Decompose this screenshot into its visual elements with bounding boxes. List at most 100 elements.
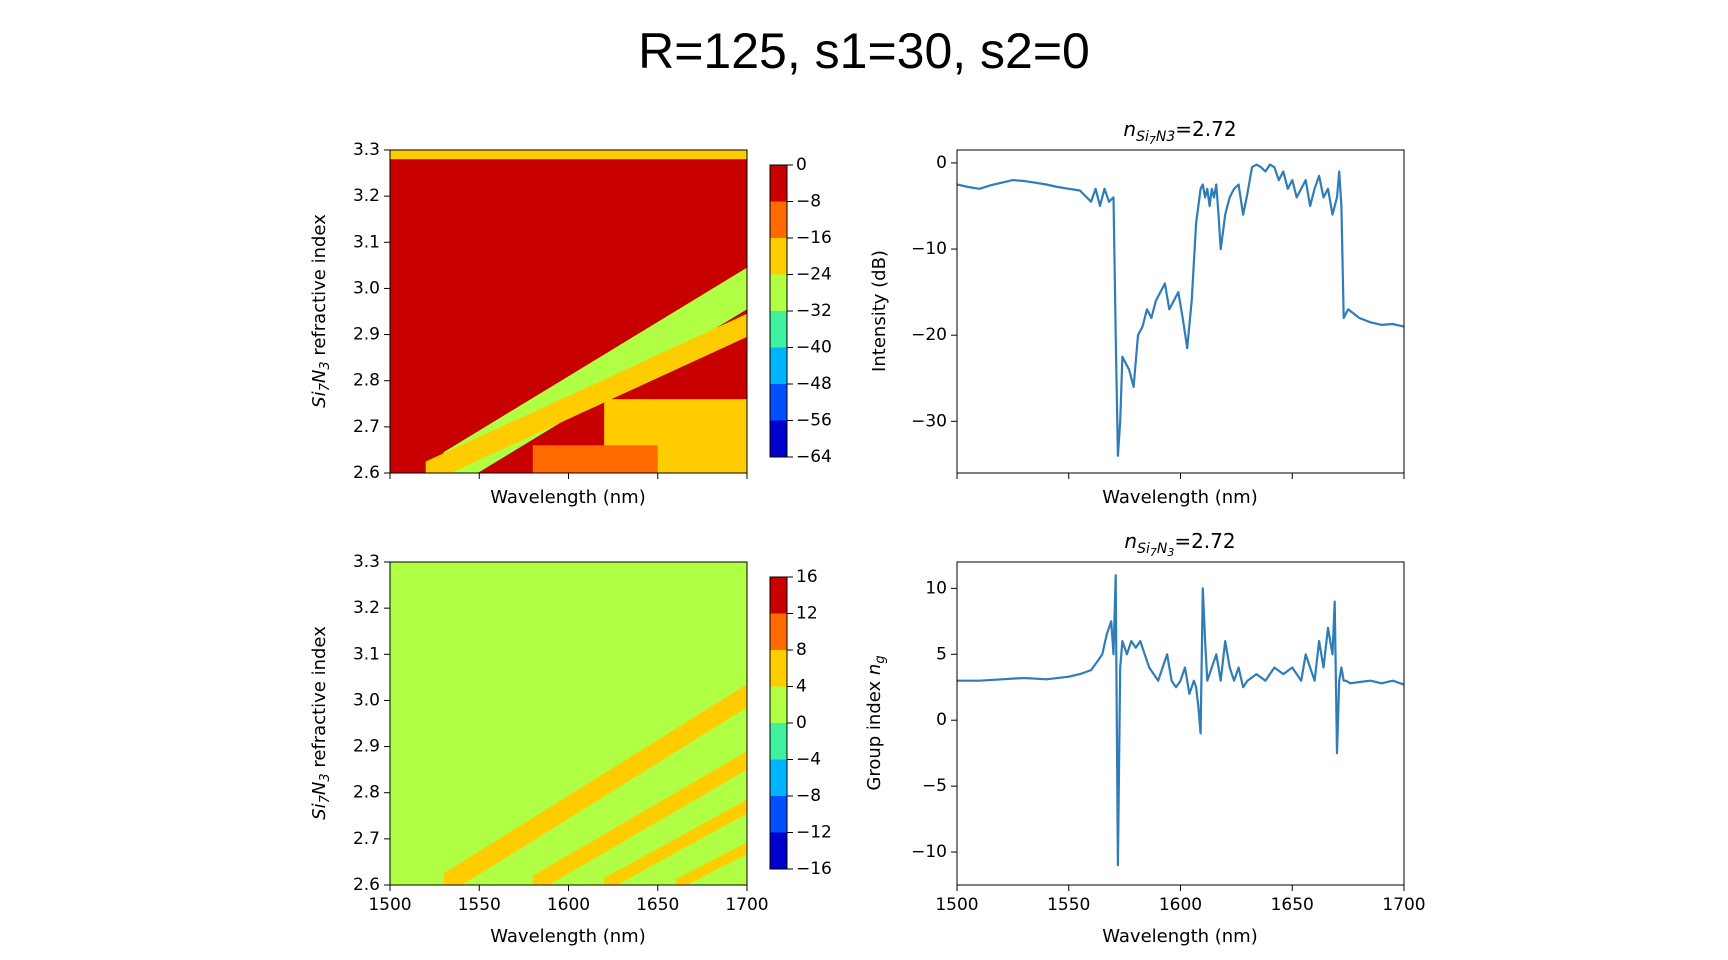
group-index-heatmap-xlabel: Wavelength (nm) <box>490 926 646 947</box>
y-tick-label: 2.7 <box>353 417 380 437</box>
x-tick-label: 1550 <box>458 895 501 915</box>
colorbar-tick-label: −56 <box>796 411 832 431</box>
heatmap-region <box>532 445 658 473</box>
colorbar-tick-label: −32 <box>796 301 832 321</box>
group-index-heatmap-panel: 2.6 2.7 2.8 2.9 3.0 3.1 3.2 3.3 1500 1550 1600 165… <box>309 552 832 947</box>
title-sub3: N <box>1157 541 1168 557</box>
heatmap-band <box>675 842 747 885</box>
group-index-ylabel: Group index ng <box>864 655 888 790</box>
colorbar-tick-label: −48 <box>796 374 832 394</box>
heatmap-band <box>532 751 747 885</box>
colorbar-tick-label: −12 <box>796 823 832 843</box>
colorbar-tick-label: 8 <box>796 640 807 660</box>
colorbar-tick-label: −24 <box>796 265 832 285</box>
title-sub2: 7 <box>1150 546 1157 559</box>
y-tick-label: 3.3 <box>353 140 380 160</box>
y-tick-label: 2.8 <box>353 783 380 803</box>
title-n: n <box>1124 529 1137 553</box>
colorbar-segment <box>770 347 787 385</box>
x-tick-label: 1500 <box>935 895 978 915</box>
title-sub3: N3 <box>1156 129 1175 145</box>
colorbar-segment <box>770 613 787 651</box>
intensity-plot-title: nSi7N3=2.72 <box>1123 117 1236 147</box>
heatmap-band <box>443 684 747 885</box>
x-tick-label: 1600 <box>1159 895 1202 915</box>
colorbar-segment <box>770 311 787 348</box>
colorbar-tick-label: −40 <box>796 338 832 358</box>
x-tick-label: 1650 <box>636 895 679 915</box>
y-tick-label: 5 <box>936 644 947 664</box>
colorbar-segment <box>770 759 787 797</box>
y-tick-label: 2.6 <box>353 875 380 895</box>
group-index-plot-title: nSi7N3=2.72 <box>1124 529 1235 559</box>
y-tick-label: 3.0 <box>353 278 380 298</box>
colorbar-tick-label: 0 <box>796 155 807 175</box>
title-value: =2.72 <box>1175 117 1236 141</box>
intensity-line-panel: 0 −10 −20 −30 nSi7N3=2.72 Wavelength (nm) I… <box>869 117 1405 508</box>
colorbar-tick-label: −16 <box>796 228 832 248</box>
y-tick-label: 2.7 <box>353 829 380 849</box>
title-sub4: 3 <box>1167 546 1174 559</box>
y-tick-label: 3.0 <box>353 690 380 710</box>
x-tick-label: 1550 <box>1047 895 1090 915</box>
y-tick-label: 2.9 <box>353 325 380 345</box>
title-value: =2.72 <box>1174 529 1235 553</box>
group-index-heatmap-x-ticks: 1500 1550 1600 1650 1700 <box>368 885 769 915</box>
colorbar-tick-label: 4 <box>796 677 807 697</box>
colorbar-segment <box>770 686 787 724</box>
y-tick-label: −10 <box>911 239 947 259</box>
group-index-line-panel: 10 5 0 −5 −10 1500 1550 1600 1650 1700 nSi7N3=2.… <box>864 529 1426 947</box>
group-index-x-ticks: 1500 1550 1600 1650 1700 <box>935 885 1426 915</box>
intensity-y-ticks: 0 −10 −20 −30 <box>911 153 957 431</box>
x-tick-label: 1650 <box>1271 895 1314 915</box>
intensity-xlabel: Wavelength (nm) <box>1102 487 1258 508</box>
data-series-line <box>957 163 1404 457</box>
colorbar-tick-label: −4 <box>796 750 821 770</box>
colorbar-tick-label: −16 <box>796 859 832 879</box>
transmission-heatmap-area <box>390 150 747 473</box>
intensity-plot-area <box>957 163 1404 457</box>
colorbar-segment <box>770 420 787 458</box>
colorbar-segment <box>770 832 787 870</box>
intensity-ylabel: Intensity (dB) <box>869 250 890 372</box>
y-tick-label: −10 <box>911 842 947 862</box>
colorbar-segment <box>770 274 787 312</box>
colorbar-tick-label: 12 <box>796 604 818 624</box>
y-tick-label: 2.9 <box>353 737 380 757</box>
group-index-heatmap-ylabel: Si7N3 refractive index <box>309 626 333 820</box>
colorbar-segment <box>770 384 787 421</box>
colorbar-segment <box>770 238 787 275</box>
colorbar-tick-label: 16 <box>796 567 818 587</box>
intensity-x-ticks <box>956 473 1405 479</box>
y-tick-label: −30 <box>911 411 947 431</box>
colorbar-segment <box>770 650 787 687</box>
group-index-colorbar: 16 12 8 4 0 −4 −8 −12 −16 <box>769 567 832 879</box>
heatmap-band <box>425 313 747 473</box>
title-sub: Si <box>1137 541 1150 557</box>
title-sub2: 7 <box>1149 134 1156 147</box>
colorbar-tick-label: −64 <box>796 447 832 467</box>
y-tick-label: −5 <box>922 776 947 796</box>
x-tick-label: 1700 <box>1382 895 1425 915</box>
figure-title: R=125, s1=30, s2=0 <box>638 23 1090 79</box>
colorbar-segment <box>770 165 787 202</box>
transmission-heatmap-xlabel: Wavelength (nm) <box>490 487 646 508</box>
y-tick-label: −20 <box>911 325 947 345</box>
y-tick-label: 3.1 <box>353 232 380 252</box>
colorbar-segment <box>770 723 787 760</box>
y-tick-label: 10 <box>925 578 947 598</box>
title-n: n <box>1123 117 1136 141</box>
y-tick-label: 0 <box>936 153 947 173</box>
heatmap-band <box>604 799 747 885</box>
transmission-colorbar: 0 −8 −16 −24 −32 −40 −48 −56 −64 <box>769 155 832 467</box>
group-index-heatmap-y-ticks: 2.6 2.7 2.8 2.9 3.0 3.1 3.2 3.3 <box>353 552 390 895</box>
x-tick-label: 1700 <box>725 895 768 915</box>
colorbar-segment <box>770 201 787 239</box>
y-tick-label: 0 <box>936 710 947 730</box>
title-sub: Si <box>1136 129 1149 145</box>
transmission-heatmap-panel: 2.6 2.7 2.8 2.9 3.0 3.1 3.2 3.3 Wavelength (nm)… <box>309 140 832 508</box>
y-tick-label: 3.3 <box>353 552 380 572</box>
colorbar-segment <box>770 577 787 614</box>
heatmap-region <box>390 150 747 160</box>
